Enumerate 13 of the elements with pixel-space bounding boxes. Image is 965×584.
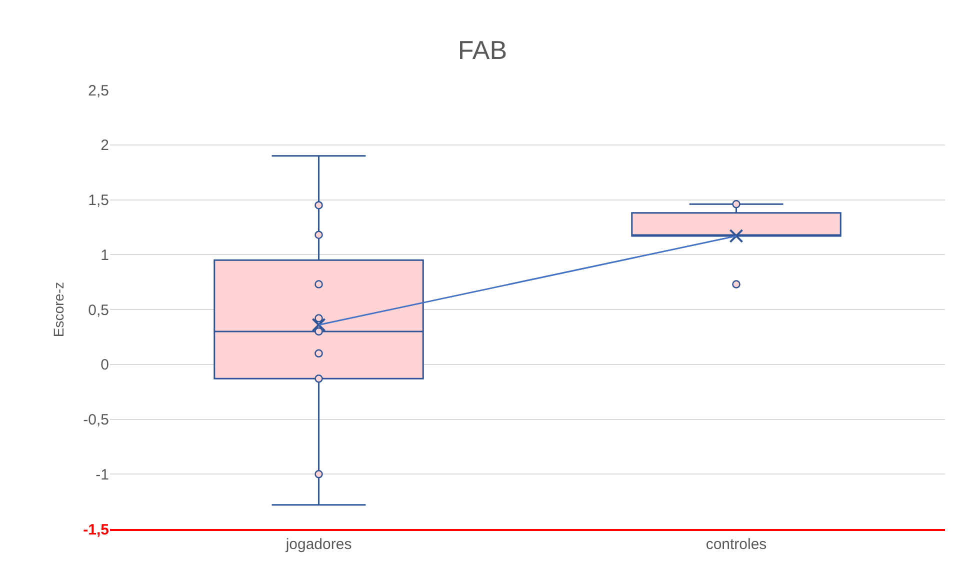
y-tick-label: -1,5 (83, 521, 109, 538)
y-axis-title: Escore-z (50, 282, 67, 338)
y-tick-label: 0 (100, 356, 109, 374)
y-tick-label: -1 (96, 466, 109, 484)
y-tick-label: 0,5 (88, 302, 109, 319)
y-tick-label: 2 (100, 137, 109, 154)
y-tick-label: 1 (100, 246, 109, 264)
chart-title: FAB (458, 35, 508, 66)
x-tick-label: controles (706, 536, 767, 553)
y-tick-label: -0,5 (83, 412, 109, 428)
y-tick-label: 2,5 (88, 82, 109, 100)
y-tick-label: 1,5 (88, 192, 109, 209)
x-tick-label: jogadores (284, 536, 352, 553)
